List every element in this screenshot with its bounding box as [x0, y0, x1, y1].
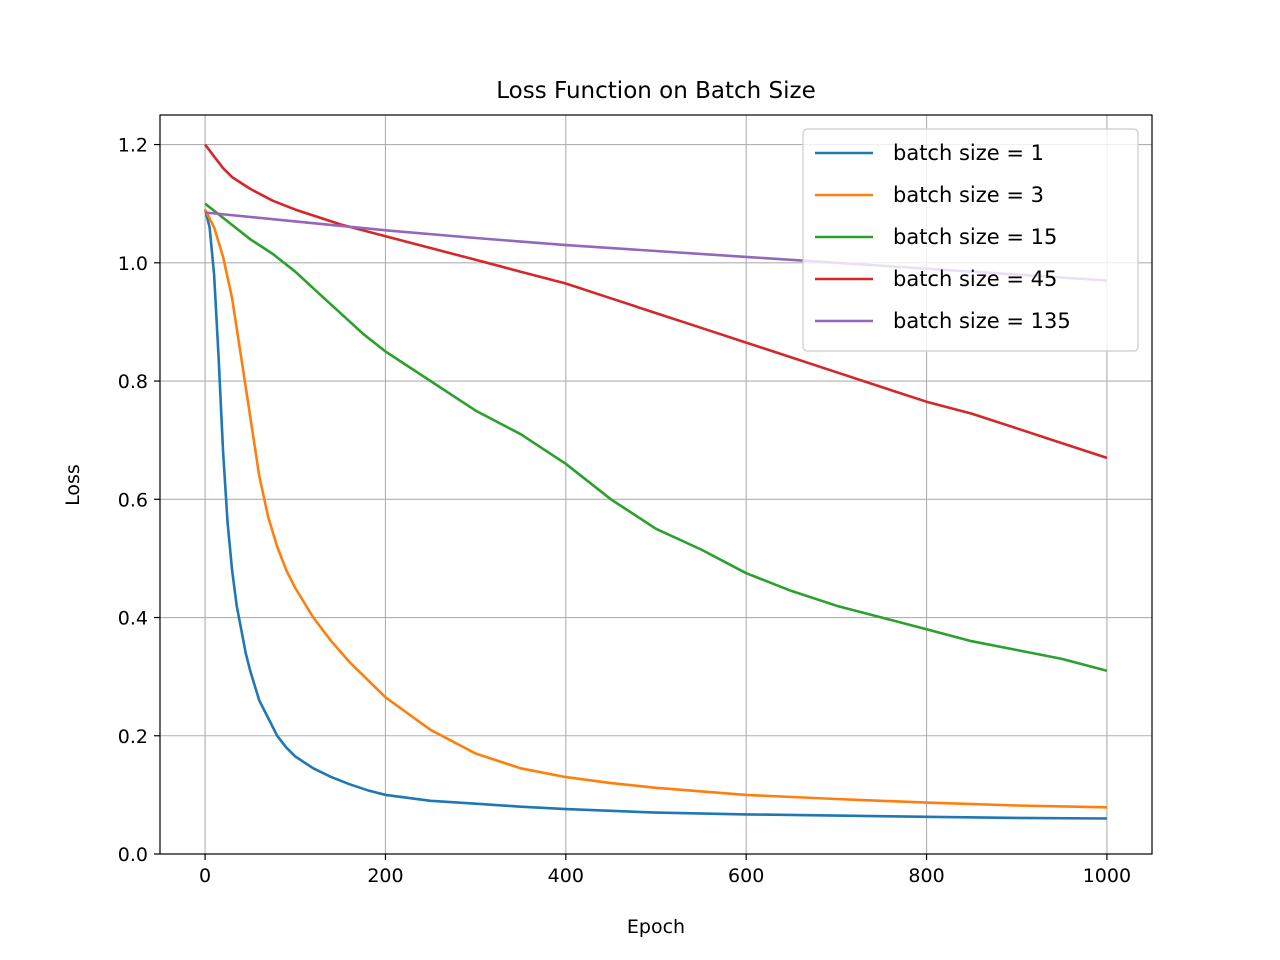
- legend-label: batch size = 135: [893, 309, 1071, 333]
- x-tick-label: 1000: [1083, 865, 1131, 887]
- series-line-4: [204, 143, 1108, 460]
- legend-box: [802, 128, 1139, 352]
- legend-label: batch size = 15: [893, 225, 1057, 249]
- legend-label: batch size = 45: [893, 267, 1057, 291]
- grid-lines: [160, 115, 1152, 855]
- y-tick-label: 0.0: [118, 844, 148, 866]
- x-tick-label: 600: [728, 865, 764, 887]
- y-tick-label: 0.4: [118, 608, 148, 630]
- x-tick-label: 800: [908, 865, 944, 887]
- plot-frame: [159, 114, 1153, 855]
- y-tick-label: 1.2: [118, 135, 148, 157]
- x-tick-label: 0: [199, 865, 211, 887]
- y-axis-label: Loss: [62, 464, 84, 506]
- legend: batch size = 1 batch size = 3 batch size =…: [802, 128, 1139, 352]
- x-tick-label: 400: [548, 865, 584, 887]
- chart-title: Loss Function on Batch Size: [496, 78, 816, 104]
- x-axis-label: Epoch: [627, 916, 685, 938]
- series-line-3: [204, 202, 1108, 672]
- y-axis-ticks: 0.0 0.2 0.4 0.6 0.8 1.0 1.2: [118, 135, 160, 866]
- y-tick-label: 1.0: [118, 253, 148, 275]
- y-tick-label: 0.8: [118, 371, 148, 393]
- y-tick-label: 0.6: [118, 489, 148, 511]
- legend-label: batch size = 3: [893, 183, 1044, 207]
- series-line-1: [203, 209, 1107, 820]
- legend-label: batch size = 1: [893, 141, 1044, 165]
- series-lines: [203, 143, 1108, 820]
- y-tick-label: 0.2: [118, 726, 148, 748]
- x-tick-label: 200: [367, 865, 403, 887]
- series-line-2: [203, 209, 1107, 809]
- x-axis-ticks: 0 200 400 600 800 1000: [199, 854, 1131, 887]
